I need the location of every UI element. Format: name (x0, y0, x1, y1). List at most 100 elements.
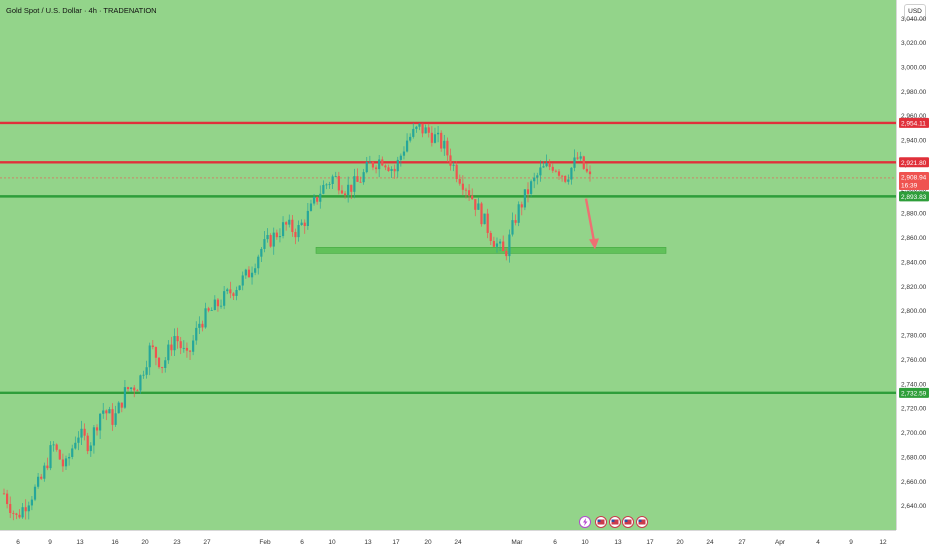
candle-body (374, 167, 378, 170)
level-badge (899, 117, 929, 128)
candle-body (362, 172, 365, 183)
time-tick-label: 16 (111, 539, 119, 546)
time-tick-label: Feb (259, 539, 271, 546)
candle-body (254, 268, 257, 273)
time-tick-label: 24 (454, 539, 462, 546)
candle-body (24, 507, 27, 512)
candle-body (455, 164, 458, 179)
candle-body (365, 162, 368, 173)
candle-body (300, 222, 303, 226)
flag-glyph (624, 519, 632, 525)
level-badge-label: 2,954.11 (901, 120, 926, 127)
candle-body (182, 347, 185, 349)
candle-body (539, 167, 542, 176)
candle-body (508, 234, 511, 257)
candle-body (43, 465, 46, 479)
candle-body (381, 159, 384, 166)
candle-body (185, 347, 189, 351)
price-tick-label: 2,640.00 (901, 503, 927, 510)
candle-body (436, 132, 440, 135)
candle-body (198, 323, 201, 328)
candle-body (319, 193, 322, 202)
candle-body (424, 127, 427, 134)
candle-body (52, 444, 55, 446)
price-tick-label: 2,660.00 (901, 479, 927, 486)
candle-body (343, 193, 347, 196)
candle-body (105, 410, 108, 414)
time-tick-label: 12 (879, 539, 887, 546)
candle-body (325, 184, 328, 186)
candle-body (148, 345, 151, 368)
price-tick-label: 3,020.00 (901, 40, 927, 47)
candle-body (207, 308, 210, 311)
candle-body (427, 127, 430, 133)
level-badge (899, 157, 929, 168)
candle-body (554, 170, 557, 172)
time-tick-label: 6 (16, 539, 20, 546)
candle-body (139, 375, 142, 391)
price-tick-label: 2,800.00 (901, 308, 927, 315)
candle-body (247, 269, 251, 278)
candle-body (151, 345, 154, 348)
candle-body (244, 269, 247, 276)
last-price-badge (899, 171, 929, 190)
countdown-label: 16:39 (901, 182, 918, 189)
candle-body (114, 413, 117, 425)
candle-body (560, 175, 564, 177)
price-tick-label: 2,860.00 (901, 235, 927, 242)
candle-body (204, 308, 207, 328)
candle-body (33, 486, 37, 500)
candle-body (275, 232, 278, 238)
candle-body (306, 210, 309, 227)
candle-body (440, 132, 443, 149)
time-axis[interactable]: 6 9 13 16 20 23 27 Feb 6 10 13 17 20 24 Mar 6 10 13 17 20 24… (0, 530, 896, 550)
candle-body (449, 155, 452, 166)
candle-body (443, 140, 446, 149)
candle-body (412, 128, 415, 137)
candle-body (350, 184, 353, 192)
currency-button[interactable]: USD (904, 4, 926, 20)
candle-body (399, 155, 402, 160)
plot-area[interactable]: Gold Spot / U.S. Dollar · 4h · TRADENATI… (0, 0, 896, 530)
time-tick-label: Mar (511, 539, 523, 546)
candle-body (492, 240, 495, 247)
candle-body (415, 126, 418, 129)
candle-body (533, 177, 536, 182)
candle-body (229, 289, 232, 294)
candle-body (371, 161, 375, 168)
level-badge (899, 191, 929, 202)
candle-body (266, 235, 269, 240)
candle-body (278, 236, 282, 238)
candle-body (102, 410, 105, 414)
candle-body (347, 184, 350, 196)
price-axis[interactable]: USD 2,640.00 2,660.00 2,680.00 2,700.00 2,72… (896, 0, 932, 530)
candle-body (92, 427, 96, 446)
candle-body (353, 176, 356, 192)
flag-glyph (611, 519, 619, 525)
flash-glyph (583, 518, 588, 526)
candle-body (378, 159, 381, 170)
time-axis-svg: 6 9 13 16 20 23 27 Feb 6 10 13 17 20 24 Mar 6 10 13 17 20 24… (16, 539, 887, 546)
candle-body (334, 176, 337, 177)
price-tick-label: 2,680.00 (901, 454, 927, 461)
candle-body (495, 243, 499, 247)
time-tick-label: 13 (76, 539, 84, 546)
candle-body (328, 183, 331, 185)
candle-body (6, 493, 9, 505)
time-tick-label: 20 (141, 539, 149, 546)
candle-body (27, 505, 30, 512)
candle-body (309, 203, 313, 211)
candle-body (164, 360, 167, 368)
candle-body (461, 183, 464, 190)
candle-body (567, 179, 570, 182)
time-tick-label: 17 (646, 539, 654, 546)
candle-body (291, 219, 294, 232)
price-tick-label: 3,040.00 (901, 16, 927, 23)
time-tick-label: 9 (849, 539, 853, 546)
candle-body (219, 305, 223, 307)
candle-body (576, 157, 579, 159)
candle-body (393, 168, 396, 172)
time-tick-label: 13 (614, 539, 622, 546)
time-tick-label: 17 (392, 539, 400, 546)
candle-body (421, 123, 424, 134)
